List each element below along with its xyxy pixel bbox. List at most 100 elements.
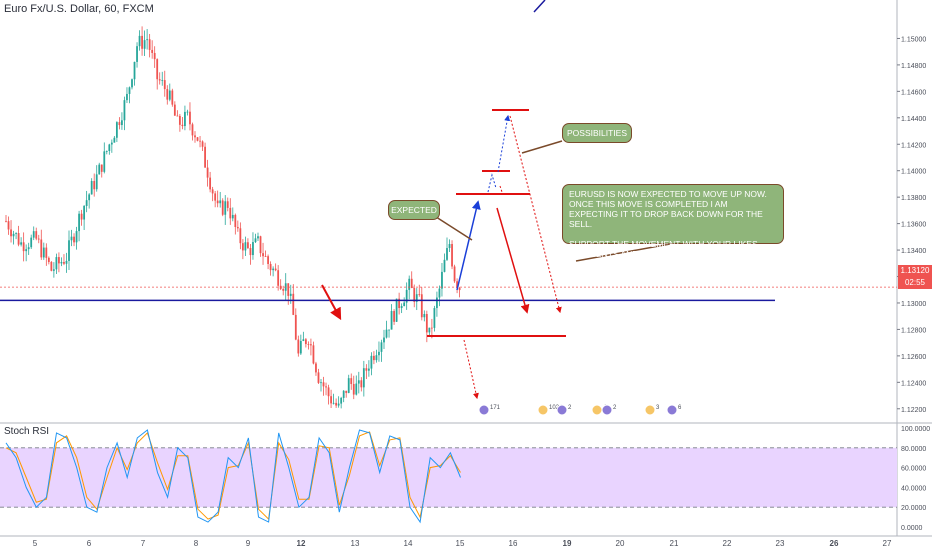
candle-body [35,231,38,239]
candle-body [40,239,43,258]
candle-body [17,233,20,245]
candle-body [415,294,418,302]
candle-body [362,368,365,388]
candle-body [78,213,80,232]
candle-body [315,363,317,373]
event-badge-icon [601,404,613,416]
candle-body [186,111,189,113]
symbol-title: Euro Fx/U.S. Dollar, 60, FXCM [4,3,154,15]
candles [5,26,461,409]
rsi-tick-label: 60.0000 [901,466,926,473]
candle-body [93,181,96,190]
candle-body [383,337,385,343]
price-tick-label: 1.12600 [901,354,926,361]
candle-body [244,242,247,251]
candle-body [249,248,252,256]
price-tick-label: 1.13800 [901,195,926,202]
candle-body [153,52,156,60]
time-tick-label: 22 [723,539,732,548]
candle-body [403,302,406,307]
callout-main-text: EURUSD IS NOW EXPECTED TO MOVE UP NOW. O… [569,189,767,259]
time-tick-label: 16 [509,539,518,548]
candle-body [453,266,456,282]
time-tick-label: 5 [33,539,38,548]
callout-possibilities: POSSIBILITIES [562,123,632,143]
candle-body [292,293,295,315]
candle-body [88,194,91,201]
candle-body [148,39,151,50]
rsi-tick-label: 20.0000 [901,505,926,512]
candle-body [267,256,269,264]
candle-body [436,297,438,309]
pointer-main [575,243,671,262]
candle-body [347,378,350,393]
candle-body [98,164,101,175]
candle-body [304,339,307,345]
candle-body [121,120,123,126]
candle-body [146,39,149,41]
candle-body [320,382,322,384]
candle-body [118,122,121,126]
candle-body [294,314,297,340]
candle-body [58,257,60,264]
candle-body [352,384,355,395]
time-tick-label: 23 [776,539,785,548]
candle-body [216,200,219,204]
candle-body [400,306,403,309]
candle-body [418,294,421,296]
candle-body [451,244,453,267]
candle-body [448,244,451,249]
candle-body [224,201,227,215]
price-tick-label: 1.12800 [901,327,926,334]
trend-line-fragment [533,0,546,13]
countdown-tag: 02:55 [898,277,932,289]
candle-body [181,124,184,127]
callout-possibilities-text: POSSIBILITIES [567,128,627,138]
time-tick-label: 6 [87,539,92,548]
candle-body [264,256,267,258]
candle-body [272,268,275,271]
candle-body [330,396,332,404]
candle-body [317,372,320,383]
candle-body [287,283,290,296]
candle-body [90,181,93,195]
candle-body [423,314,426,318]
candle-body [310,344,312,346]
candle-body [332,402,335,404]
candle-body [289,293,292,296]
candle-body [131,79,133,88]
red-arrow-down [496,207,530,314]
candle-body [302,339,305,341]
overlays [0,0,897,400]
price-tick-label: 1.14600 [901,89,926,96]
candle-body [262,253,264,257]
candle-body [70,236,73,241]
candle-body [156,59,159,80]
event-badge-icon [591,404,603,416]
candle-body [22,242,25,252]
dotted-red-lower [463,339,479,400]
candle-body [204,146,206,168]
candle-body [60,261,63,264]
current-price-tag: 1.13120 [898,265,932,277]
time-tick-label: 19 [563,539,572,548]
candle-body [231,214,234,219]
candle-body [211,189,214,194]
candle-body [68,240,70,261]
event-badge-count: 2 [613,405,617,411]
candle-body [350,378,353,385]
dotted-red-down [509,115,562,314]
candle-body [410,278,413,288]
candle-body [199,140,201,142]
candle-body [110,142,113,145]
candle-body [201,141,204,147]
dotted-path-small [487,173,497,193]
candle-body [413,287,416,302]
price-tick-label: 1.14000 [901,169,926,176]
candle-body [385,329,388,338]
dotted-red-small [499,185,503,193]
candle-body [269,263,272,271]
candle-body [52,269,55,271]
price-tick-label: 1.12400 [901,380,926,387]
rsi-tick-label: 40.0000 [901,485,926,492]
